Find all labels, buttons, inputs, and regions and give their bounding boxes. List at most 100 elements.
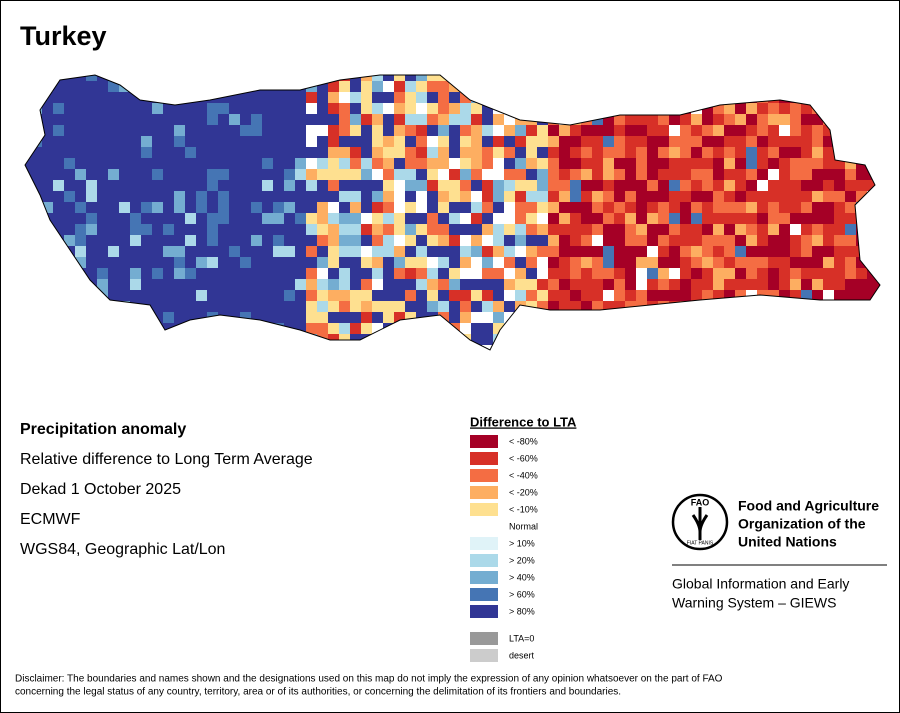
grid-cell bbox=[416, 136, 427, 147]
grid-cell bbox=[592, 246, 603, 257]
grid-cell bbox=[570, 191, 581, 202]
grid-cell bbox=[383, 75, 394, 81]
grid-cell bbox=[691, 180, 702, 191]
grid-cell bbox=[471, 158, 482, 169]
grid-cell bbox=[768, 180, 779, 191]
grid-cell bbox=[394, 169, 405, 180]
grid-cell bbox=[790, 268, 801, 279]
grid-cell bbox=[141, 125, 152, 136]
grid-cell bbox=[812, 169, 823, 180]
grid-cell bbox=[394, 279, 405, 290]
grid-cell bbox=[559, 202, 570, 213]
grid-cell bbox=[790, 169, 801, 180]
grid-cell bbox=[361, 92, 372, 103]
grid-cell bbox=[526, 257, 537, 268]
system-line: Global Information and Early bbox=[672, 576, 849, 592]
grid-cell bbox=[196, 213, 207, 224]
grid-cell bbox=[306, 323, 317, 334]
grid-cell bbox=[779, 202, 790, 213]
grid-cell bbox=[196, 169, 207, 180]
grid-cell bbox=[328, 213, 339, 224]
grid-cell bbox=[86, 147, 97, 158]
grid-cell bbox=[812, 246, 823, 257]
info-line: WGS84, Geographic Lat/Lon bbox=[20, 541, 225, 558]
grid-cell bbox=[229, 114, 240, 125]
grid-cell bbox=[163, 202, 174, 213]
grid-cell bbox=[383, 158, 394, 169]
grid-cell bbox=[735, 224, 746, 235]
grid-cell bbox=[845, 169, 856, 180]
grid-cell bbox=[394, 246, 405, 257]
grid-cell bbox=[207, 279, 218, 290]
grid-cell bbox=[163, 268, 174, 279]
grid-cell bbox=[306, 246, 317, 257]
grid-cell bbox=[834, 202, 845, 213]
grid-cell bbox=[130, 268, 141, 279]
grid-cell bbox=[229, 301, 240, 312]
grid-cell bbox=[350, 268, 361, 279]
grid-cell bbox=[603, 279, 614, 290]
grid-cell bbox=[361, 114, 372, 125]
grid-cell bbox=[405, 235, 416, 246]
grid-cell bbox=[614, 147, 625, 158]
grid-cell bbox=[119, 224, 130, 235]
grid-cell bbox=[504, 202, 515, 213]
grid-cell bbox=[196, 235, 207, 246]
grid-cell bbox=[174, 180, 185, 191]
grid-cell bbox=[119, 136, 130, 147]
grid-cell bbox=[493, 268, 504, 279]
grid-cell bbox=[53, 92, 64, 103]
grid-cell bbox=[306, 290, 317, 301]
grid-cell bbox=[746, 158, 757, 169]
grid-cell bbox=[317, 279, 328, 290]
grid-cell bbox=[218, 191, 229, 202]
grid-cell bbox=[86, 114, 97, 125]
grid-cell bbox=[768, 158, 779, 169]
grid-cell bbox=[75, 224, 86, 235]
grid-cell bbox=[779, 158, 790, 169]
grid-cell bbox=[119, 279, 130, 290]
grid-cell bbox=[273, 246, 284, 257]
grid-cell bbox=[570, 136, 581, 147]
grid-cell bbox=[526, 224, 537, 235]
grid-cell bbox=[713, 235, 724, 246]
grid-cell bbox=[372, 158, 383, 169]
grid-cell bbox=[537, 180, 548, 191]
grid-cell bbox=[647, 114, 658, 125]
grid-cell bbox=[174, 213, 185, 224]
grid-cell bbox=[427, 180, 438, 191]
grid-cell bbox=[823, 136, 834, 147]
grid-cell bbox=[350, 312, 361, 323]
grid-cell bbox=[328, 257, 339, 268]
grid-cell bbox=[306, 125, 317, 136]
grid-cell bbox=[834, 246, 845, 257]
grid-cell bbox=[130, 290, 141, 301]
grid-cell bbox=[185, 213, 196, 224]
grid-cell bbox=[295, 301, 306, 312]
grid-cell bbox=[262, 257, 273, 268]
grid-cell bbox=[64, 213, 75, 224]
grid-cell bbox=[306, 202, 317, 213]
grid-cell bbox=[460, 312, 471, 323]
grid-cell bbox=[724, 246, 735, 257]
grid-cell bbox=[383, 246, 394, 257]
grid-cell bbox=[405, 257, 416, 268]
grid-cell bbox=[207, 191, 218, 202]
grid-cell bbox=[64, 92, 75, 103]
grid-cell bbox=[647, 268, 658, 279]
grid-cell bbox=[724, 158, 735, 169]
grid-cell bbox=[75, 257, 86, 268]
grid-cell bbox=[823, 213, 834, 224]
grid-cell bbox=[757, 158, 768, 169]
grid-cell bbox=[790, 180, 801, 191]
grid-cell bbox=[724, 136, 735, 147]
grid-cell bbox=[361, 312, 372, 323]
grid-cell bbox=[141, 136, 152, 147]
grid-cell bbox=[845, 180, 856, 191]
grid-cell bbox=[350, 103, 361, 114]
info-heading: Precipitation anomaly bbox=[20, 421, 186, 438]
grid-cell bbox=[680, 202, 691, 213]
grid-cell bbox=[504, 246, 515, 257]
grid-cell bbox=[570, 290, 581, 301]
grid-cell bbox=[691, 224, 702, 235]
